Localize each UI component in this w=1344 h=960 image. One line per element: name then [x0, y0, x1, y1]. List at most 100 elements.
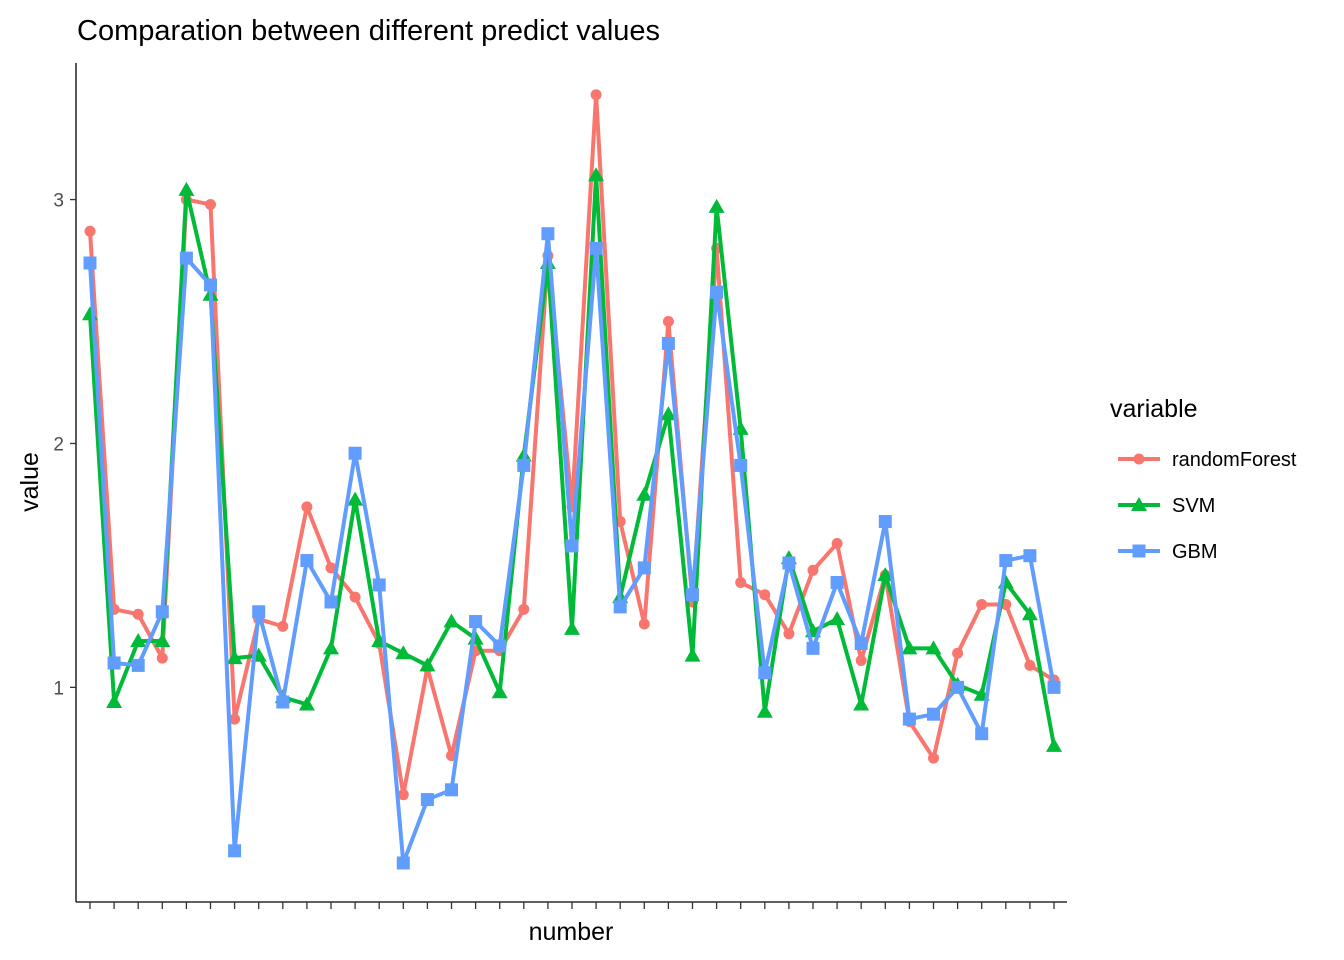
data-point: [372, 578, 386, 592]
data-point: [806, 641, 820, 655]
legend-key-marker: [1131, 497, 1147, 511]
data-point: [588, 167, 605, 182]
data-point: [229, 713, 241, 725]
series-layer: [82, 89, 1062, 870]
data-point: [298, 696, 315, 711]
data-point: [397, 789, 409, 801]
data-point: [1023, 549, 1037, 563]
data-point: [710, 285, 724, 299]
data-point: [928, 752, 939, 764]
data-point: [445, 783, 458, 797]
data-point: [130, 633, 147, 648]
y-tick-label: 1: [53, 678, 64, 699]
data-point: [902, 712, 916, 726]
legend-key-marker: [1132, 544, 1146, 558]
data-point: [758, 666, 772, 680]
legend-title: variable: [1110, 395, 1198, 423]
data-point: [469, 615, 483, 629]
data-point: [325, 562, 337, 574]
data-point: [662, 316, 674, 328]
data-point: [564, 620, 580, 635]
data-point: [106, 694, 123, 709]
data-point: [734, 458, 748, 472]
chart-title: Comparation between different predict va…: [77, 15, 660, 47]
data-point: [107, 656, 121, 670]
data-point: [1024, 659, 1036, 671]
data-point: [300, 554, 314, 568]
y-tick-label: 3: [53, 191, 64, 212]
data-point: [684, 647, 701, 662]
series-SVM: [82, 167, 1062, 752]
data-point: [783, 628, 795, 640]
data-point: [323, 640, 339, 655]
data-point: [396, 856, 410, 870]
data-point: [976, 598, 988, 610]
data-point: [735, 576, 747, 588]
legend-item: GBM: [1118, 541, 1218, 563]
data-point: [419, 657, 436, 672]
data-point: [84, 225, 96, 237]
data-point: [252, 605, 266, 619]
data-point: [999, 554, 1013, 568]
data-point: [131, 658, 145, 672]
data-point: [927, 707, 940, 721]
data-point: [226, 650, 243, 665]
data-point: [901, 640, 918, 655]
data-point: [348, 446, 362, 460]
data-point: [590, 89, 602, 101]
data-point: [636, 486, 653, 501]
data-point: [925, 640, 942, 655]
data-point: [178, 181, 195, 196]
y-ticks: 1 2 3: [53, 191, 76, 699]
series-line: [88, 92, 1056, 797]
data-point: [830, 575, 844, 589]
data-point: [756, 703, 773, 718]
legend-item: randomForest: [1118, 449, 1297, 471]
data-point: [204, 278, 217, 292]
data-point: [661, 336, 675, 350]
data-point: [854, 636, 868, 650]
data-point: [156, 652, 168, 664]
data-point: [952, 647, 964, 659]
data-point: [154, 633, 171, 648]
data-point: [132, 608, 144, 620]
data-point: [807, 564, 819, 576]
data-point: [83, 256, 97, 270]
data-point: [276, 695, 290, 709]
data-point: [708, 198, 725, 213]
legend-label: GBM: [1172, 541, 1218, 563]
data-point: [782, 556, 796, 570]
data-point: [493, 639, 507, 653]
data-point: [301, 501, 313, 513]
data-point: [277, 620, 289, 632]
data-point: [853, 696, 870, 711]
data-point: [1047, 680, 1061, 694]
data-point: [613, 600, 627, 614]
data-point: [878, 515, 892, 529]
data-point: [420, 793, 434, 807]
data-point: [443, 613, 460, 628]
data-point: [205, 198, 216, 210]
y-axis-title: value: [16, 452, 44, 512]
legend-item: SVM: [1118, 495, 1215, 517]
data-point: [491, 684, 508, 699]
x-axis-title: number: [529, 918, 614, 946]
data-point: [660, 406, 677, 421]
data-point: [877, 567, 894, 582]
data-point: [228, 844, 242, 858]
data-point: [324, 595, 338, 609]
data-point: [565, 539, 579, 553]
y-tick-label: 2: [53, 434, 64, 455]
data-point: [686, 588, 699, 602]
data-point: [518, 603, 530, 615]
data-point: [638, 618, 650, 630]
data-point: [831, 537, 843, 549]
x-ticks: [89, 902, 1055, 909]
series-randomForest: [84, 89, 1060, 801]
data-point: [1046, 737, 1062, 752]
data-point: [541, 227, 555, 241]
data-point: [975, 727, 989, 741]
legend-label: randomForest: [1172, 449, 1297, 471]
series-GBM: [83, 227, 1061, 870]
